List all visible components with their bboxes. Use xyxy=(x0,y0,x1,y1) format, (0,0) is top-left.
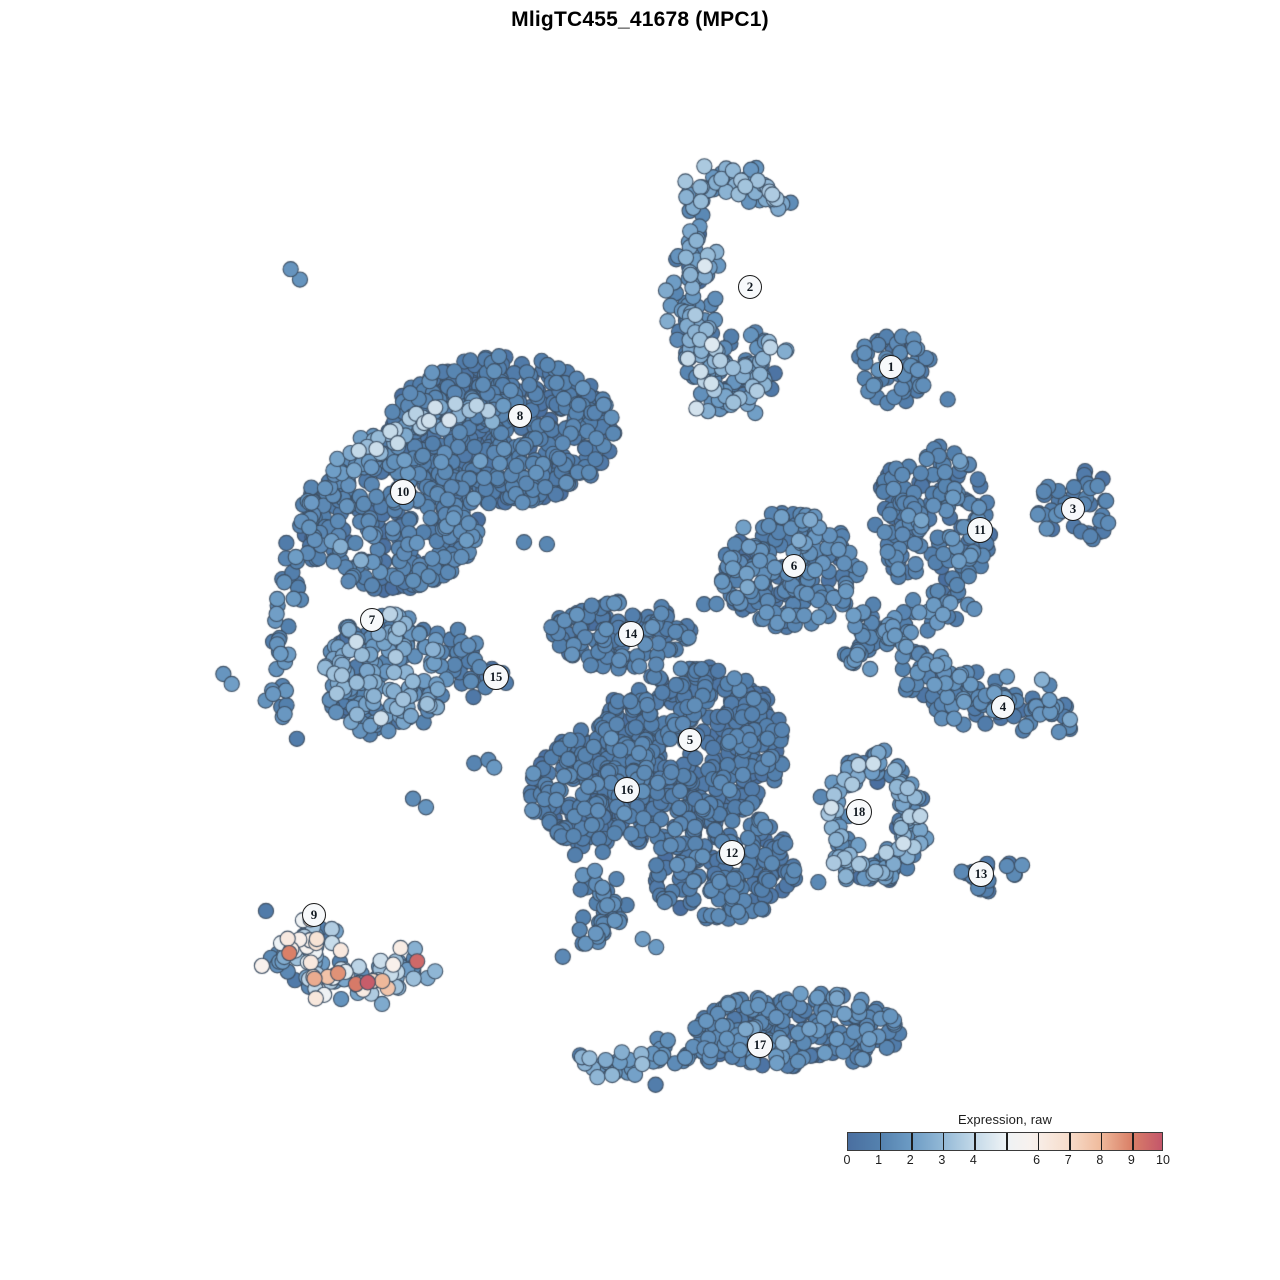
cluster-label-13[interactable]: 13 xyxy=(968,861,994,887)
cluster-label-3[interactable]: 3 xyxy=(1061,497,1085,521)
colorbar-tick-label: 1 xyxy=(875,1153,883,1167)
colorbar-tick-label: 6 xyxy=(1033,1153,1041,1167)
colorbar-tick xyxy=(879,1133,882,1150)
colorbar-tick xyxy=(942,1133,945,1150)
cluster-label-4[interactable]: 4 xyxy=(991,695,1015,719)
colorbar-tick xyxy=(1006,1133,1008,1150)
colorbar-tick xyxy=(1100,1133,1103,1150)
cluster-label-6[interactable]: 6 xyxy=(782,554,806,578)
colorbar-tick-label: 10 xyxy=(1156,1153,1170,1167)
cluster-label-2[interactable]: 2 xyxy=(738,275,762,299)
colorbar-tick-label: 3 xyxy=(938,1153,946,1167)
cluster-label-10[interactable]: 10 xyxy=(390,479,416,505)
cluster-label-5[interactable]: 5 xyxy=(678,728,702,752)
colorbar-tick xyxy=(1069,1133,1071,1150)
cluster-label-14[interactable]: 14 xyxy=(618,621,644,647)
cluster-label-1[interactable]: 1 xyxy=(879,355,903,379)
colorbar-tick-label: 4 xyxy=(969,1153,977,1167)
colorbar-tick-labels: 0 1 2 3 4 6 7 8 9 10 xyxy=(843,1153,1170,1171)
colorbar-tick xyxy=(974,1133,976,1150)
cluster-label-8[interactable]: 8 xyxy=(508,404,532,428)
colorbar-tick xyxy=(1037,1133,1040,1150)
colorbar-tick xyxy=(1132,1133,1134,1150)
cluster-label-15[interactable]: 15 xyxy=(483,664,509,690)
colorbar-tick-label: 8 xyxy=(1096,1153,1104,1167)
colorbar-tick-label: 7 xyxy=(1064,1153,1072,1167)
colorbar-tick-label: 2 xyxy=(906,1153,914,1167)
colorbar-tick xyxy=(911,1133,913,1150)
cluster-label-7[interactable]: 7 xyxy=(360,608,384,632)
cluster-label-12[interactable]: 12 xyxy=(719,840,745,866)
expression-colorbar-legend: Expression, raw 0 1 2 3 4 6 7 8 9 10 xyxy=(843,1112,1170,1171)
cluster-label-17[interactable]: 17 xyxy=(747,1032,773,1058)
colorbar-caption: Expression, raw xyxy=(958,1112,1052,1127)
colorbar-tick-label: 0 xyxy=(843,1153,851,1167)
cluster-label-9[interactable]: 9 xyxy=(302,903,326,927)
colorbar-gradient-bar[interactable] xyxy=(847,1132,1163,1151)
cluster-label-16[interactable]: 16 xyxy=(614,777,640,803)
cluster-label-11[interactable]: 11 xyxy=(967,517,993,543)
cluster-label-18[interactable]: 18 xyxy=(846,799,872,825)
colorbar-tick-label: 9 xyxy=(1127,1153,1135,1167)
